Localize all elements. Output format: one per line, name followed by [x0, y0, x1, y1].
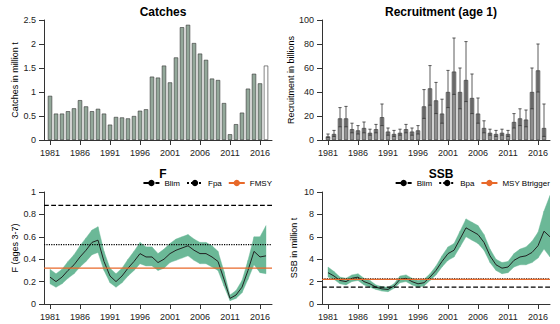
svg-text:0: 0 [31, 135, 36, 145]
svg-text:MSY Btrigger: MSY Btrigger [502, 179, 550, 188]
svg-text:FMSY: FMSY [250, 179, 273, 188]
svg-text:2016: 2016 [250, 312, 270, 322]
svg-text:1991: 1991 [100, 148, 120, 158]
svg-text:F (ages 3-7): F (ages 3-7) [10, 223, 20, 272]
svg-text:1996: 1996 [408, 312, 428, 322]
svg-text:Catches: Catches [140, 5, 187, 19]
svg-text:2001: 2001 [438, 148, 458, 158]
svg-text:2011: 2011 [220, 148, 239, 158]
svg-text:SSB: SSB [429, 167, 454, 181]
svg-text:1996: 1996 [130, 148, 150, 158]
svg-text:20: 20 [304, 111, 314, 121]
svg-text:Bpa: Bpa [460, 179, 475, 188]
svg-text:1986: 1986 [70, 148, 90, 158]
svg-text:2011: 2011 [220, 312, 239, 322]
svg-text:1: 1 [31, 87, 36, 97]
svg-text:1986: 1986 [70, 312, 90, 322]
svg-text:2001: 2001 [160, 148, 180, 158]
svg-text:0.5: 0.5 [23, 111, 36, 121]
svg-text:1991: 1991 [100, 312, 120, 322]
svg-text:1996: 1996 [130, 312, 150, 322]
svg-text:0: 0 [309, 299, 314, 309]
svg-text:8: 8 [309, 209, 314, 219]
svg-text:6: 6 [309, 232, 314, 242]
svg-text:2011: 2011 [498, 148, 517, 158]
svg-text:2011: 2011 [498, 312, 517, 322]
svg-text:Catches in million t: Catches in million t [10, 42, 20, 118]
svg-text:1986: 1986 [348, 148, 368, 158]
svg-text:0.4: 0.4 [23, 254, 36, 264]
svg-text:1: 1 [31, 187, 36, 197]
svg-text:2006: 2006 [468, 148, 488, 158]
svg-text:1981: 1981 [318, 312, 338, 322]
svg-text:Recruitment in billions: Recruitment in billions [286, 35, 296, 124]
svg-text:2: 2 [309, 277, 314, 287]
svg-text:F: F [159, 167, 166, 181]
svg-text:Blim: Blim [164, 179, 180, 188]
svg-text:2006: 2006 [190, 148, 210, 158]
svg-text:1991: 1991 [378, 312, 398, 322]
svg-text:0.6: 0.6 [23, 232, 36, 242]
svg-text:2001: 2001 [160, 312, 180, 322]
svg-text:100: 100 [299, 15, 314, 25]
svg-text:1.5: 1.5 [23, 63, 36, 73]
svg-text:1981: 1981 [318, 148, 338, 158]
svg-text:Fpa: Fpa [208, 179, 222, 188]
svg-text:40: 40 [304, 87, 314, 97]
svg-text:80: 80 [304, 39, 314, 49]
svg-text:4: 4 [309, 254, 314, 264]
svg-text:2.5: 2.5 [23, 15, 36, 25]
svg-text:Recruitment (age 1): Recruitment (age 1) [385, 5, 497, 19]
svg-text:1981: 1981 [40, 312, 60, 322]
svg-text:1996: 1996 [408, 148, 428, 158]
svg-text:Blim: Blim [416, 178, 433, 188]
svg-text:0: 0 [31, 299, 36, 309]
svg-text:1986: 1986 [348, 312, 368, 322]
svg-text:0.2: 0.2 [23, 277, 36, 287]
svg-text:1981: 1981 [40, 148, 60, 158]
svg-text:60: 60 [304, 63, 314, 73]
svg-text:10: 10 [304, 187, 314, 197]
svg-text:0: 0 [309, 135, 314, 145]
svg-text:2016: 2016 [528, 312, 548, 322]
svg-text:2006: 2006 [468, 312, 488, 322]
svg-text:2006: 2006 [190, 312, 210, 322]
svg-text:SSB in million t: SSB in million t [289, 217, 299, 278]
svg-text:2016: 2016 [528, 148, 548, 158]
svg-text:1991: 1991 [378, 148, 398, 158]
svg-text:0.8: 0.8 [23, 209, 36, 219]
svg-text:2016: 2016 [250, 148, 270, 158]
svg-text:2001: 2001 [438, 312, 458, 322]
svg-text:2: 2 [31, 39, 36, 49]
